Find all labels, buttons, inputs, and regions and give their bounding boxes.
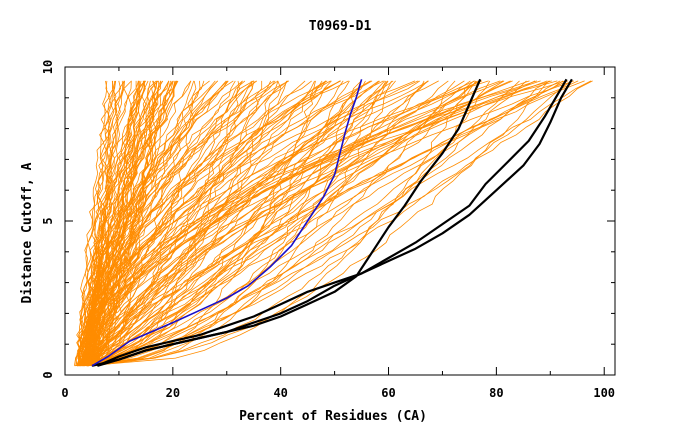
other-model-curve	[85, 80, 561, 367]
other-model-curve	[79, 80, 160, 367]
other-model-curve	[85, 80, 385, 367]
other-model-curve	[78, 80, 392, 367]
other-model-curve	[83, 80, 536, 366]
other-model-curve	[94, 80, 133, 367]
other-models-layer	[74, 80, 593, 367]
other-model-curve	[77, 80, 465, 367]
x-axis-ticks: 0 20 40 60 80 100	[61, 67, 615, 400]
other-model-curve	[97, 80, 362, 367]
y-tick-label: 0	[41, 371, 55, 378]
other-model-curve	[84, 80, 566, 366]
other-model-curve	[79, 80, 178, 366]
other-model-curve	[80, 80, 389, 367]
plot-area	[74, 78, 593, 367]
other-model-curve	[88, 80, 429, 367]
other-model-curve	[79, 80, 396, 367]
other-model-curve	[85, 80, 163, 366]
x-tick-label: 40	[273, 386, 287, 400]
other-model-curve	[81, 80, 243, 367]
y-tick-label: 5	[41, 217, 55, 224]
other-model-curve	[86, 80, 505, 367]
other-model-curve	[84, 80, 201, 367]
other-model-curve	[87, 80, 234, 366]
other-model-curve	[88, 80, 541, 366]
other-model-curve	[85, 80, 171, 367]
other-model-curve	[82, 80, 388, 367]
other-model-curve	[84, 80, 227, 366]
other-model-curve	[84, 80, 240, 367]
other-model-curve	[81, 80, 332, 367]
other-model-curve	[80, 80, 428, 367]
other-model-curve	[76, 80, 170, 366]
other-model-curve	[89, 80, 125, 366]
other-model-curve	[82, 80, 373, 366]
other-model-curve	[94, 80, 439, 366]
other-model-curve	[83, 80, 344, 367]
other-model-curve	[95, 80, 173, 366]
other-model-curve	[86, 80, 362, 367]
other-model-curve	[87, 80, 558, 366]
other-model-curve	[93, 80, 315, 367]
other-model-curve	[78, 80, 387, 367]
y-axis-label: Distance Cutoff, A	[20, 162, 35, 303]
x-tick-label: 100	[593, 386, 615, 400]
other-model-curve	[89, 80, 145, 366]
other-model-curve	[81, 80, 379, 366]
other-model-curve	[85, 80, 236, 366]
chart-title: T0969-D1	[309, 19, 372, 34]
other-model-curve	[84, 80, 477, 367]
other-model-curve	[81, 80, 139, 366]
x-tick-label: 20	[166, 386, 180, 400]
x-tick-label: 0	[61, 386, 68, 400]
highlighted-model-layer	[91, 79, 363, 367]
y-axis-ticks: 0 5 10	[41, 60, 615, 379]
other-model-curve	[90, 80, 513, 367]
highlighted-model-curve	[91, 79, 363, 367]
x-axis-label: Percent of Residues (CA)	[239, 409, 427, 424]
x-tick-label: 60	[381, 386, 395, 400]
other-model-curve	[87, 80, 527, 367]
other-model-curve	[82, 80, 228, 366]
other-model-curve	[92, 80, 575, 366]
y-tick-label: 10	[41, 60, 55, 74]
other-model-curve	[77, 80, 272, 367]
other-model-curve	[93, 80, 548, 366]
reference-models-layer	[91, 78, 573, 367]
other-model-curve	[94, 80, 551, 367]
other-model-curve	[76, 80, 122, 366]
other-model-curve	[82, 80, 572, 367]
reference-model-curve	[97, 78, 568, 367]
other-model-curve	[82, 80, 253, 367]
other-model-curve	[76, 80, 108, 367]
other-model-curve	[90, 80, 480, 367]
x-tick-label: 80	[489, 386, 503, 400]
other-model-curve	[79, 80, 287, 367]
other-model-curve	[80, 80, 425, 367]
